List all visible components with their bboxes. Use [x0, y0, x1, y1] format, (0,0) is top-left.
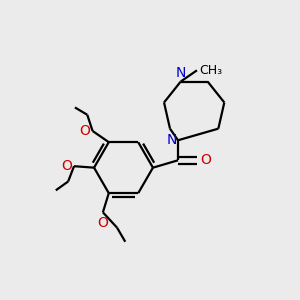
Text: CH₃: CH₃ — [199, 64, 222, 77]
Text: O: O — [200, 153, 211, 167]
Text: N: N — [166, 133, 176, 147]
Text: N: N — [176, 66, 186, 80]
Text: O: O — [98, 216, 108, 230]
Text: O: O — [61, 159, 72, 173]
Text: O: O — [80, 124, 90, 138]
